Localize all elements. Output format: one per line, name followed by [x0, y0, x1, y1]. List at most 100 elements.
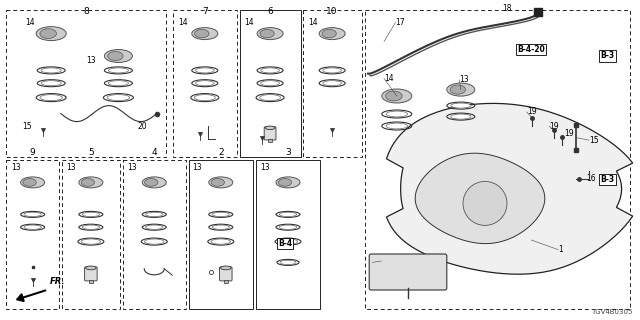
Ellipse shape: [146, 212, 163, 217]
Ellipse shape: [23, 179, 36, 186]
Ellipse shape: [195, 68, 214, 73]
Text: B-3: B-3: [600, 175, 614, 184]
Text: FR.: FR.: [50, 276, 65, 286]
Ellipse shape: [108, 68, 129, 73]
Ellipse shape: [145, 179, 158, 186]
Ellipse shape: [319, 28, 345, 40]
Ellipse shape: [195, 29, 209, 38]
Text: 13: 13: [12, 163, 21, 172]
Text: 11: 11: [372, 258, 382, 267]
Ellipse shape: [82, 225, 100, 229]
Text: 13: 13: [66, 163, 76, 172]
Text: B-4-20: B-4-20: [517, 45, 545, 54]
Ellipse shape: [278, 239, 298, 244]
Ellipse shape: [280, 212, 297, 217]
Text: 13: 13: [260, 163, 269, 172]
Ellipse shape: [40, 95, 63, 100]
Ellipse shape: [260, 29, 274, 38]
Ellipse shape: [382, 89, 412, 103]
Ellipse shape: [195, 81, 214, 86]
Bar: [303, 10, 362, 157]
Text: 14: 14: [244, 18, 254, 27]
Ellipse shape: [211, 179, 225, 186]
Ellipse shape: [40, 29, 56, 38]
Text: 14: 14: [384, 74, 394, 83]
Ellipse shape: [212, 212, 230, 217]
Ellipse shape: [211, 239, 230, 244]
Text: 13: 13: [460, 76, 469, 84]
Text: 18: 18: [502, 4, 511, 13]
Bar: [62, 160, 120, 309]
Ellipse shape: [36, 27, 66, 41]
Circle shape: [463, 181, 507, 225]
Ellipse shape: [386, 123, 408, 129]
Text: 5: 5: [88, 148, 93, 157]
Text: 19: 19: [564, 129, 574, 138]
Text: TGV4B0305: TGV4B0305: [591, 309, 632, 315]
Text: 10: 10: [326, 7, 338, 16]
Ellipse shape: [79, 177, 103, 188]
Bar: [123, 160, 186, 309]
Ellipse shape: [280, 260, 296, 265]
Ellipse shape: [451, 114, 471, 119]
Text: 20: 20: [138, 122, 147, 131]
Ellipse shape: [81, 179, 95, 186]
Text: 2: 2: [218, 148, 223, 157]
Text: 3: 3: [285, 148, 291, 157]
Ellipse shape: [108, 81, 129, 86]
Ellipse shape: [192, 28, 218, 40]
Ellipse shape: [20, 177, 45, 188]
Ellipse shape: [24, 212, 41, 217]
Bar: [256, 160, 320, 309]
Ellipse shape: [107, 95, 130, 100]
Bar: [240, 10, 301, 157]
Text: 12: 12: [397, 274, 406, 283]
Ellipse shape: [145, 239, 164, 244]
Ellipse shape: [323, 81, 342, 86]
Text: 4: 4: [152, 148, 157, 157]
Text: 15: 15: [589, 136, 598, 145]
Ellipse shape: [41, 68, 61, 73]
Bar: [189, 160, 253, 309]
Bar: [223, 280, 228, 283]
Ellipse shape: [280, 225, 297, 229]
Text: 14: 14: [26, 18, 35, 27]
Text: 9: 9: [30, 148, 35, 157]
Ellipse shape: [82, 212, 100, 217]
Ellipse shape: [451, 103, 471, 108]
Text: 13: 13: [86, 56, 96, 65]
Ellipse shape: [260, 95, 280, 100]
Ellipse shape: [450, 85, 465, 94]
Text: B-3: B-3: [600, 52, 614, 60]
Polygon shape: [415, 153, 545, 244]
Bar: [173, 10, 237, 157]
Ellipse shape: [386, 111, 408, 117]
Ellipse shape: [278, 179, 292, 186]
Ellipse shape: [257, 28, 283, 40]
Ellipse shape: [195, 95, 215, 100]
Ellipse shape: [81, 239, 100, 244]
Text: 1: 1: [558, 245, 563, 254]
Bar: [365, 10, 630, 309]
Text: B-4: B-4: [278, 239, 292, 248]
Ellipse shape: [276, 177, 300, 188]
Ellipse shape: [142, 177, 166, 188]
FancyBboxPatch shape: [220, 267, 232, 281]
Ellipse shape: [24, 225, 41, 229]
FancyBboxPatch shape: [84, 267, 97, 281]
Text: 13: 13: [192, 163, 202, 172]
Bar: [6, 160, 59, 309]
Ellipse shape: [104, 50, 132, 62]
Text: 17: 17: [396, 18, 405, 27]
Ellipse shape: [41, 81, 61, 86]
Ellipse shape: [86, 266, 96, 270]
FancyBboxPatch shape: [369, 254, 447, 290]
Ellipse shape: [322, 29, 336, 38]
Text: 8: 8: [84, 7, 89, 16]
Ellipse shape: [260, 81, 280, 86]
Ellipse shape: [209, 177, 233, 188]
Ellipse shape: [108, 52, 123, 60]
Text: 6: 6: [268, 7, 273, 16]
Ellipse shape: [260, 68, 280, 73]
Text: 19: 19: [527, 108, 536, 116]
